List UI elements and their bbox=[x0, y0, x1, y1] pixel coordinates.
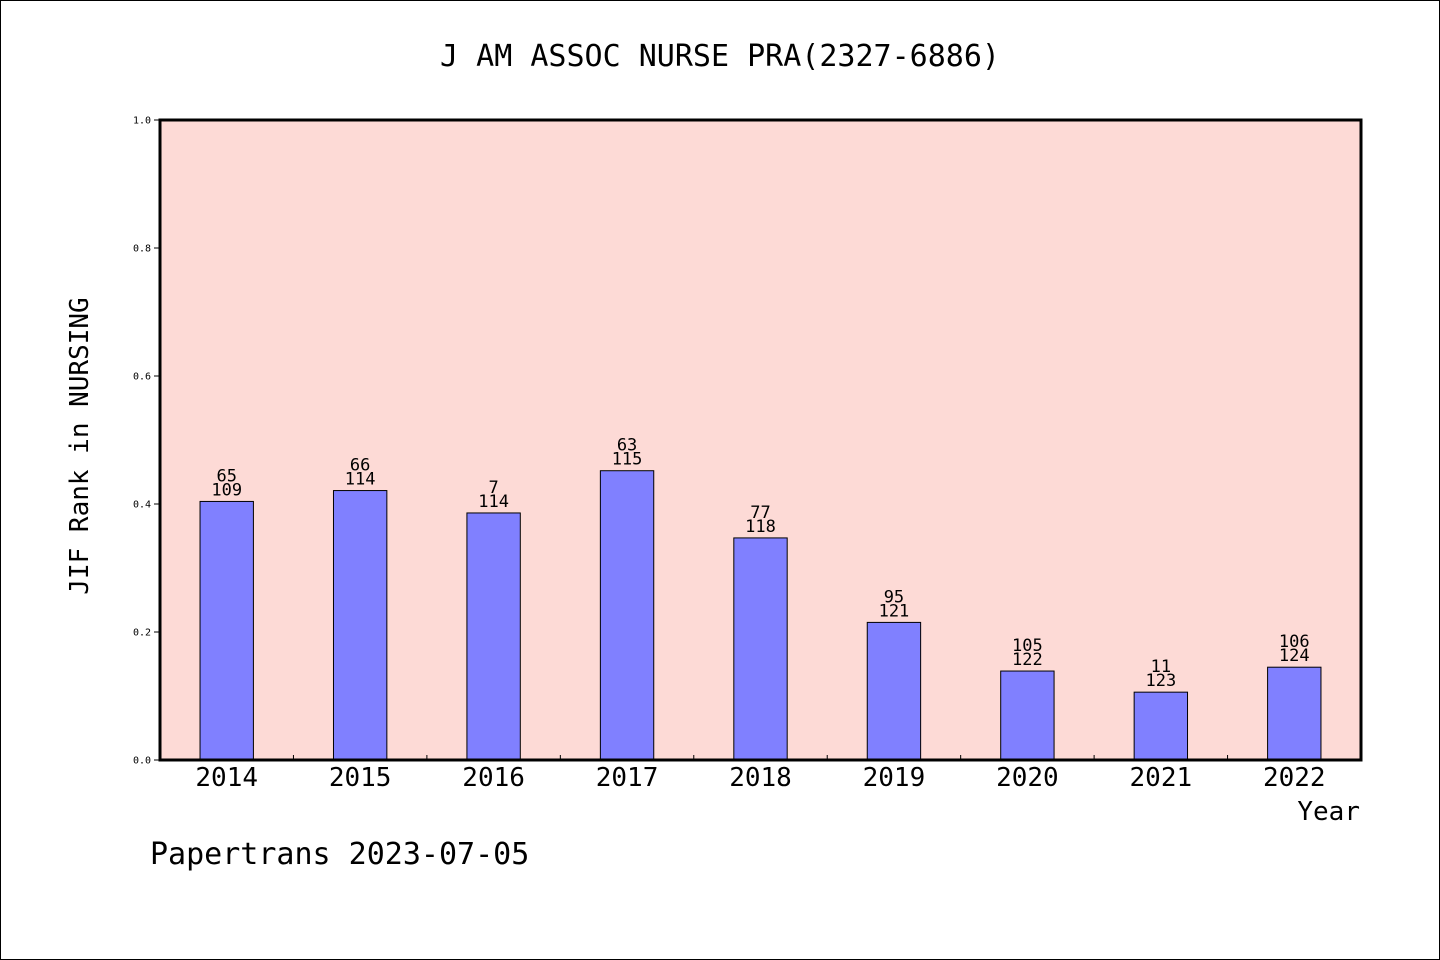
bar-rank-label: 65 bbox=[216, 466, 236, 486]
x-tick-label: 2018 bbox=[729, 763, 792, 793]
bar-2017 bbox=[599, 470, 655, 761]
plot-border bbox=[158, 118, 1363, 762]
bar-rank-label: 66 bbox=[350, 456, 370, 476]
bar-rank-label: 11 bbox=[1151, 657, 1171, 677]
bar-2014 bbox=[199, 500, 254, 761]
bar-2019 bbox=[866, 621, 922, 761]
x-tick-label: 2022 bbox=[1263, 763, 1326, 793]
bar-rank-label: 7 bbox=[488, 478, 498, 498]
bar-rank-label: 106 bbox=[1279, 632, 1310, 652]
x-tick-label: 2021 bbox=[1130, 763, 1193, 793]
x-tick-label: 2014 bbox=[195, 763, 258, 793]
bar-rank-label: 95 bbox=[884, 587, 904, 607]
x-tick-label: 2016 bbox=[462, 763, 525, 793]
y-tick-label: 0.8 bbox=[133, 244, 151, 255]
bar-2016 bbox=[466, 512, 521, 761]
y-axis-label: JIF Rank in NURSING bbox=[65, 297, 95, 594]
bar-total-label: 123 bbox=[1145, 671, 1176, 691]
bar-rank-label: 77 bbox=[750, 503, 770, 523]
x-axis-label: Year bbox=[1297, 797, 1360, 827]
bar-rank-label: 63 bbox=[617, 436, 637, 456]
y-tick-label: 1.0 bbox=[133, 116, 151, 127]
bar-2015 bbox=[332, 490, 388, 761]
bar-rank-label: 105 bbox=[1012, 636, 1043, 656]
y-tick-label: 0.6 bbox=[133, 372, 151, 383]
bar-2020 bbox=[1000, 670, 1055, 761]
bar-2022 bbox=[1267, 666, 1322, 761]
bar-total-label: 121 bbox=[879, 601, 910, 621]
bar-total-label: 118 bbox=[745, 517, 776, 537]
bar-total-label: 114 bbox=[478, 492, 509, 512]
bar-total-label: 124 bbox=[1279, 646, 1310, 666]
y-tick-label: 0.0 bbox=[133, 756, 151, 767]
x-tick-label: 2019 bbox=[863, 763, 926, 793]
x-tick-label: 2017 bbox=[596, 763, 659, 793]
bar-total-label: 115 bbox=[612, 450, 643, 470]
x-tick-label: 2015 bbox=[329, 763, 392, 793]
bar-2018 bbox=[733, 537, 788, 761]
y-tick-label: 0.2 bbox=[133, 628, 151, 639]
bar-total-label: 122 bbox=[1012, 650, 1043, 670]
footer-text: Papertrans 2023-07-05 bbox=[150, 837, 529, 872]
y-tick-label: 0.4 bbox=[133, 500, 151, 511]
chart-title: J AM ASSOC NURSE PRA(2327-6886) bbox=[440, 39, 1000, 74]
x-tick-label: 2020 bbox=[996, 763, 1059, 793]
bar-total-label: 114 bbox=[345, 470, 376, 490]
bar-2021 bbox=[1133, 691, 1189, 761]
bar-total-label: 109 bbox=[211, 480, 242, 500]
